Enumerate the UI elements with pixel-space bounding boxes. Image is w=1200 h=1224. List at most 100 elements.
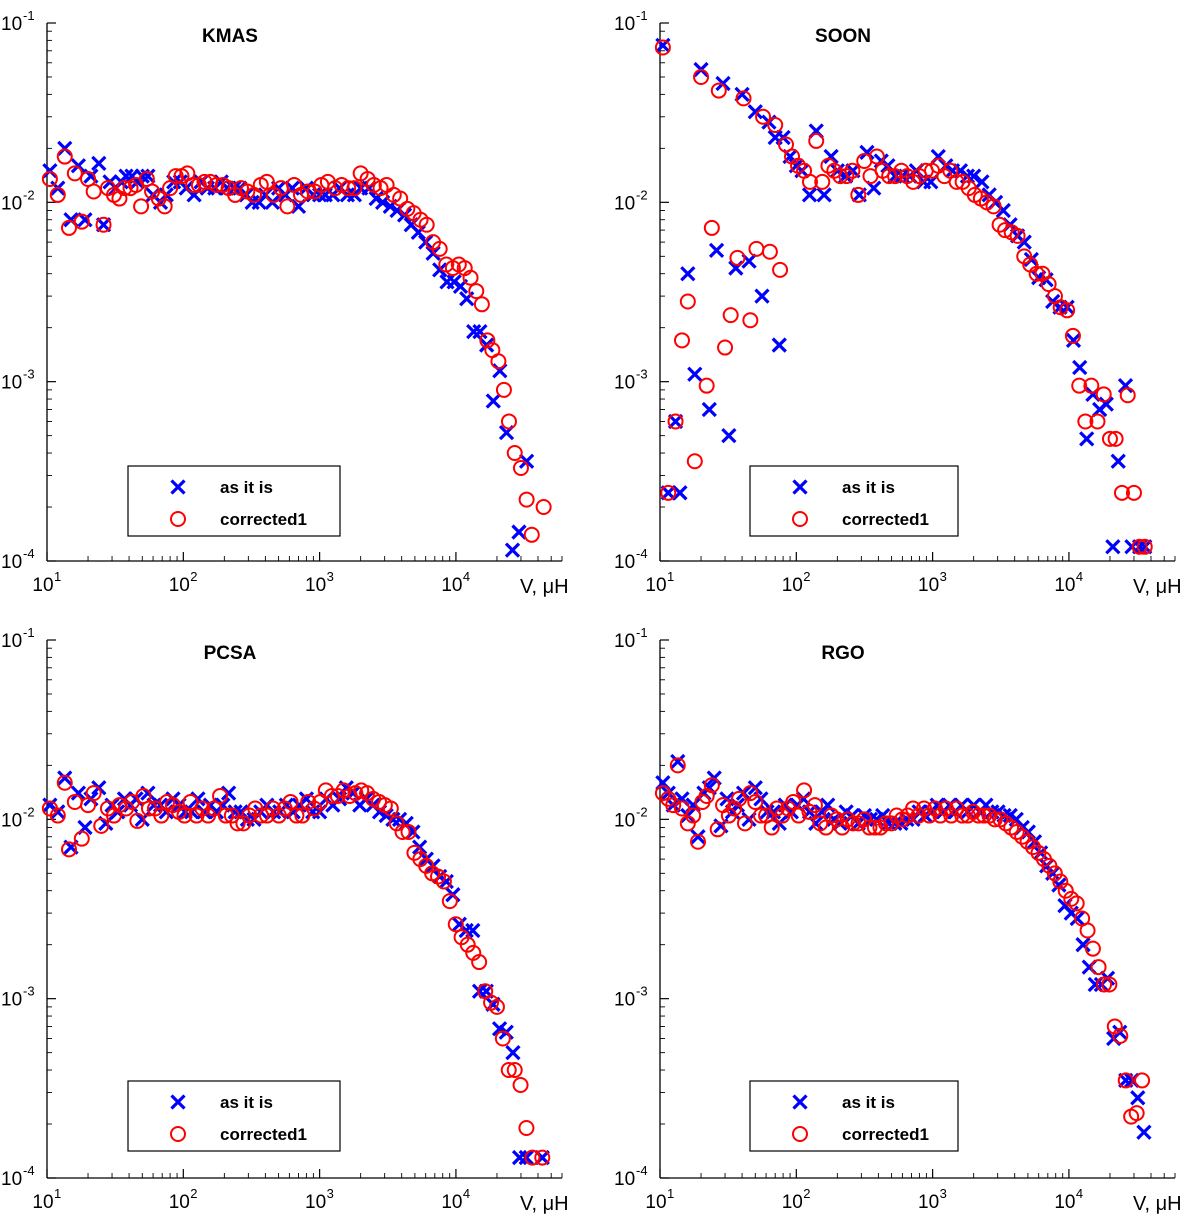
- data-point-o: [698, 377, 715, 394]
- data-point-x: [754, 288, 770, 304]
- x-tick-exponent: 2: [190, 1186, 197, 1201]
- data-point-o: [518, 491, 535, 508]
- data-point-o: [796, 782, 813, 799]
- y-tick-label: 10: [614, 552, 635, 573]
- data-point-o: [735, 90, 752, 107]
- data-point-o: [850, 186, 867, 203]
- legend-marker-o: [792, 1126, 808, 1142]
- legend-marker-o: [170, 511, 186, 527]
- x-tick-label: 10: [32, 575, 53, 596]
- data-point-o: [473, 296, 490, 313]
- series-corrected1: [41, 148, 552, 543]
- data-point-x: [721, 428, 737, 444]
- data-point-o: [1106, 1018, 1123, 1035]
- x-axis-label: V, μH: [520, 1193, 569, 1215]
- data-point-x: [1075, 937, 1091, 953]
- x-tick-exponent: 4: [463, 1186, 470, 1201]
- data-point-o: [845, 815, 862, 832]
- x-tick-label: 10: [169, 1192, 190, 1213]
- data-point-x: [881, 815, 897, 831]
- data-point-x: [734, 86, 750, 102]
- data-point-x: [690, 829, 706, 845]
- data-point-o: [512, 1077, 529, 1094]
- data-point-o: [736, 815, 753, 832]
- data-point-o: [1107, 430, 1124, 447]
- data-point-o: [382, 800, 399, 817]
- data-point-x: [511, 524, 527, 540]
- data-point-o: [1101, 976, 1118, 993]
- data-point-o: [1024, 839, 1041, 856]
- data-point-o: [494, 1030, 511, 1047]
- data-point-o: [431, 240, 448, 257]
- data-point-x: [715, 75, 731, 92]
- y-tick-label: 10: [614, 810, 635, 831]
- data-point-o: [1019, 833, 1036, 850]
- legend-box: [127, 465, 341, 537]
- data-point-x: [771, 337, 787, 353]
- data-point-x: [472, 324, 488, 340]
- data-point-x: [57, 770, 73, 786]
- data-point-o: [785, 793, 802, 810]
- data-point-o: [673, 800, 690, 817]
- data-point-x: [823, 148, 839, 165]
- data-point-o: [893, 162, 910, 179]
- data-point-o: [93, 817, 110, 834]
- y-tick-label: 10: [614, 631, 635, 652]
- data-point-o: [495, 381, 512, 398]
- data-point-x: [50, 804, 66, 820]
- data-point-o: [60, 841, 77, 858]
- data-point-o: [116, 180, 133, 197]
- chart-title: SOON: [815, 26, 871, 47]
- legend-marker-x: [792, 1094, 808, 1110]
- data-point-x: [518, 453, 535, 469]
- data-point-x: [859, 144, 875, 160]
- data-point-o: [479, 332, 496, 349]
- chart-title: KMAS: [202, 26, 258, 47]
- data-point-x: [1069, 910, 1085, 927]
- data-point-o: [709, 821, 726, 838]
- legend-box: [749, 1080, 959, 1152]
- series-corrected1: [654, 39, 1153, 555]
- legend-marker-o: [170, 1126, 186, 1142]
- data-point-x: [410, 224, 426, 241]
- x-tick-exponent: 4: [1076, 1186, 1083, 1201]
- y-tick-label: 10: [614, 193, 635, 214]
- data-point-x: [995, 202, 1011, 219]
- data-point-x: [701, 401, 717, 418]
- data-point-o: [761, 243, 778, 260]
- y-tick-label: 10: [1, 810, 22, 831]
- data-point-o: [722, 307, 739, 324]
- x-tick-exponent: 2: [190, 569, 197, 584]
- legend-label: as it is: [842, 1093, 895, 1112]
- data-point-o: [748, 240, 765, 257]
- data-point-x: [801, 187, 818, 203]
- data-point-o: [806, 797, 823, 814]
- data-point-o: [518, 1120, 535, 1137]
- data-point-o: [282, 793, 299, 810]
- data-point-o: [85, 183, 102, 200]
- data-point-o: [1040, 276, 1057, 293]
- x-tick-exponent: 1: [54, 1186, 61, 1201]
- x-tick-label: 10: [918, 1192, 939, 1213]
- data-point-o: [954, 807, 971, 824]
- data-point-o: [206, 800, 223, 817]
- data-point-o: [866, 819, 883, 836]
- data-point-o: [253, 807, 270, 824]
- data-point-o: [975, 807, 992, 824]
- data-point-x: [432, 262, 448, 278]
- data-point-o: [660, 484, 677, 501]
- y-tick-exponent: -3: [23, 367, 35, 382]
- data-point-o: [808, 132, 825, 149]
- data-point-o: [471, 954, 488, 971]
- data-point-o: [500, 413, 517, 430]
- data-point-o: [185, 176, 202, 193]
- legend-label: corrected1: [220, 1125, 307, 1144]
- data-point-o: [686, 453, 703, 470]
- data-point-o: [1095, 386, 1112, 403]
- data-point-o: [95, 216, 112, 233]
- data-point-o: [667, 413, 684, 430]
- data-point-o: [534, 1149, 551, 1166]
- data-point-o: [654, 785, 671, 802]
- data-point-o: [1008, 823, 1025, 840]
- data-point-o: [279, 198, 296, 215]
